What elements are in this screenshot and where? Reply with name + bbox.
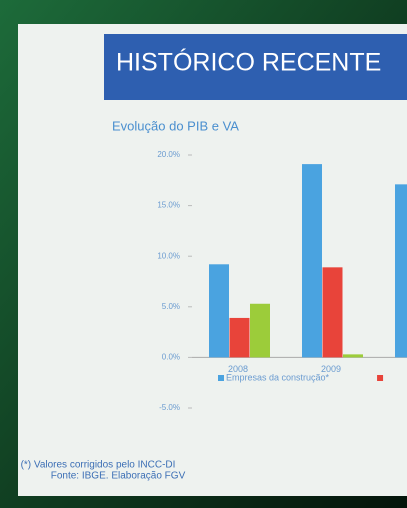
- y-tick-label: 20.0%: [157, 150, 180, 159]
- y-tick-label: 10.0%: [157, 251, 180, 260]
- source-note: Fonte: IBGE. Elaboração FGV: [51, 471, 186, 482]
- legend-swatch: [218, 375, 224, 381]
- legend-swatch: [377, 375, 383, 381]
- bar: [343, 354, 363, 357]
- legend-label: Empresas da construção*: [226, 372, 330, 382]
- bar: [230, 318, 250, 357]
- bar: [395, 184, 407, 357]
- y-tick-label: -5.0%: [159, 403, 180, 412]
- y-tick-label: 5.0%: [162, 302, 180, 311]
- y-tick-label: 15.0%: [157, 201, 180, 210]
- bar: [250, 304, 270, 358]
- footnote: (*) Valores corrigidos pelo INCC-DI: [21, 460, 176, 471]
- chart: HISTÓRICO RECENTE Evolução do PIB e VA (…: [0, 0, 407, 508]
- page: HISTÓRICO RECENTE Evolução do PIB e VA (…: [0, 0, 407, 508]
- bar: [323, 267, 343, 357]
- chart-title: HISTÓRICO RECENTE: [116, 48, 381, 77]
- bar: [302, 164, 322, 357]
- chart-subtitle: Evolução do PIB e VA: [112, 118, 239, 133]
- y-tick-label: 0.0%: [162, 353, 180, 362]
- bar: [209, 264, 229, 357]
